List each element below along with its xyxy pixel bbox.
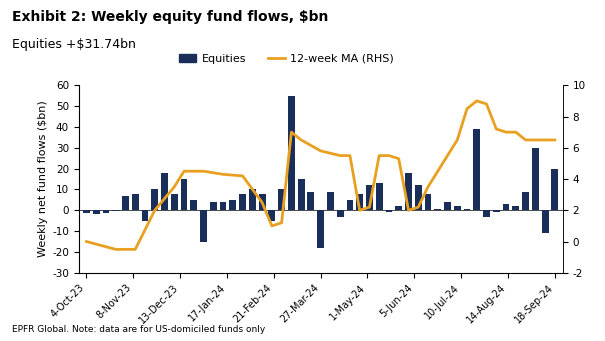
- Bar: [347, 200, 353, 210]
- Bar: [473, 129, 480, 210]
- Bar: [405, 173, 412, 210]
- Bar: [541, 210, 549, 233]
- Bar: [327, 192, 334, 210]
- Y-axis label: Weekly net fund flows ($bn): Weekly net fund flows ($bn): [38, 101, 48, 257]
- Bar: [142, 210, 148, 221]
- Bar: [161, 173, 168, 210]
- Bar: [229, 200, 236, 210]
- Bar: [259, 194, 266, 210]
- Bar: [385, 210, 393, 212]
- Bar: [239, 194, 246, 210]
- Bar: [93, 210, 100, 214]
- Bar: [376, 183, 382, 210]
- Bar: [415, 185, 422, 210]
- Bar: [132, 194, 139, 210]
- Bar: [532, 148, 538, 210]
- Bar: [522, 192, 529, 210]
- Bar: [503, 204, 509, 210]
- Text: Equities +$31.74bn: Equities +$31.74bn: [12, 38, 136, 50]
- Legend: Equities, 12-week MA (RHS): Equities, 12-week MA (RHS): [175, 49, 399, 69]
- Bar: [181, 179, 188, 210]
- Bar: [171, 194, 178, 210]
- Bar: [512, 206, 519, 210]
- Bar: [288, 96, 295, 210]
- Bar: [317, 210, 324, 248]
- Bar: [337, 210, 344, 217]
- Text: Exhibit 2: Weekly equity fund flows, $bn: Exhibit 2: Weekly equity fund flows, $bn: [12, 10, 329, 24]
- Bar: [551, 168, 558, 210]
- Bar: [454, 206, 460, 210]
- Bar: [200, 210, 207, 241]
- Text: EPFR Global. Note: data are for US-domiciled funds only: EPFR Global. Note: data are for US-domic…: [12, 325, 266, 334]
- Bar: [463, 209, 471, 210]
- Bar: [151, 190, 158, 210]
- Bar: [83, 210, 90, 213]
- Bar: [356, 194, 363, 210]
- Bar: [298, 179, 304, 210]
- Bar: [220, 202, 226, 210]
- Bar: [278, 190, 285, 210]
- Bar: [493, 210, 500, 212]
- Bar: [425, 194, 431, 210]
- Bar: [483, 210, 490, 217]
- Bar: [210, 202, 217, 210]
- Bar: [191, 200, 197, 210]
- Bar: [366, 185, 373, 210]
- Bar: [113, 210, 119, 211]
- Bar: [444, 202, 451, 210]
- Bar: [249, 190, 256, 210]
- Bar: [269, 210, 275, 221]
- Bar: [122, 196, 129, 210]
- Bar: [307, 192, 315, 210]
- Bar: [103, 210, 110, 213]
- Bar: [434, 209, 441, 210]
- Bar: [395, 206, 402, 210]
